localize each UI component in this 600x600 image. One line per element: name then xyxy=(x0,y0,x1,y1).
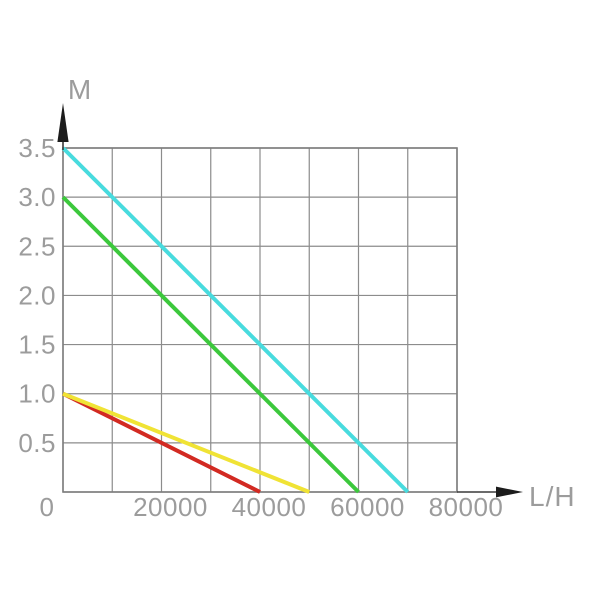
y-tick-label: 1.5 xyxy=(18,330,56,360)
x-tick-label: 0 xyxy=(40,492,55,522)
ticks-layer: 0 20000 40000 60000 80000 0.5 1.0 1.5 2.0 2.5 3.0 3… xyxy=(18,133,503,522)
x-tick-label: 20000 xyxy=(133,492,208,522)
y-tick-label: 0.5 xyxy=(18,428,56,458)
y-tick-label: 3.5 xyxy=(18,133,56,163)
y-tick-label: 3.0 xyxy=(18,182,56,212)
x-tick-label: 80000 xyxy=(429,492,504,522)
grid-layer xyxy=(62,147,458,493)
axes-layer: M L/H xyxy=(57,74,575,512)
curve-yellow xyxy=(62,391,310,494)
y-tick-label: 2.5 xyxy=(18,231,56,261)
curve-red xyxy=(62,391,261,494)
y-tick-label: 1.0 xyxy=(18,379,56,409)
x-axis-label: L/H xyxy=(529,481,576,512)
curve-cyan xyxy=(61,146,410,494)
curve-green xyxy=(61,195,360,494)
y-axis-label: M xyxy=(68,74,92,105)
x-axis-arrow-icon xyxy=(496,486,523,498)
y-tick-label: 2.0 xyxy=(18,280,56,310)
y-axis-arrow-icon xyxy=(57,103,69,142)
x-tick-label: 40000 xyxy=(232,492,307,522)
x-tick-label: 60000 xyxy=(330,492,405,522)
curves-layer xyxy=(61,146,410,494)
